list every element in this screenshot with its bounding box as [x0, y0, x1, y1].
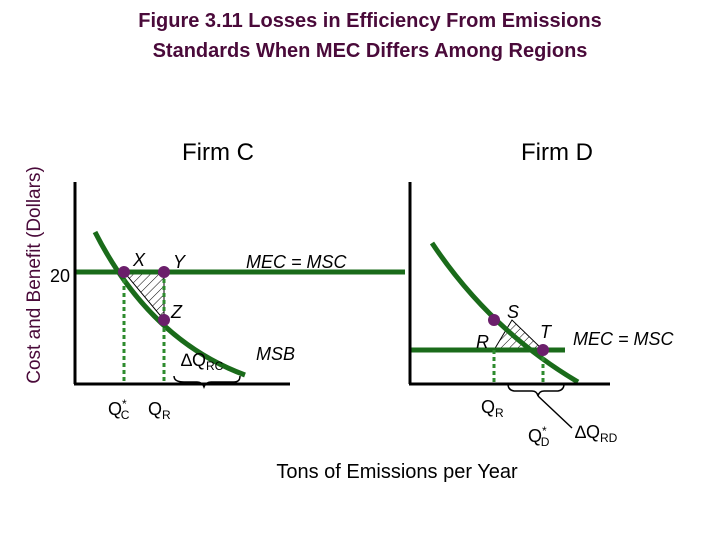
firm-d-point-s-label: S	[507, 302, 519, 322]
firm-c-point-z-dot	[158, 314, 170, 326]
firm-d-mec-label: MEC = MSC	[573, 329, 675, 349]
firm-c-delta-q-brace	[173, 375, 241, 390]
firm-c-q-star-label: Q* C	[108, 397, 130, 422]
firm-c-price-tick: 20	[50, 266, 70, 286]
firm-c-deadweight-triangle	[122, 271, 165, 322]
firm-c-q-r-label: QR	[148, 399, 171, 422]
y-axis-label: Cost and Benefit (Dollars)	[24, 166, 45, 384]
firm-d-label: Firm D	[521, 139, 593, 166]
firm-d-point-t-label: T	[540, 322, 553, 342]
firm-c-mec-label: MEC = MSC	[246, 252, 348, 272]
firm-d-msb-curve	[429, 241, 580, 385]
figure-title-line-1: Figure 3.11 Losses in Efficiency From Em…	[138, 10, 602, 32]
firm-d-q-star-label: Q* D	[528, 424, 550, 449]
firm-d-point-t-dot	[537, 344, 549, 356]
firm-c-point-z-label: Z	[170, 302, 183, 322]
x-axis-label: Tons of Emissions per Year	[276, 461, 518, 483]
figure-title: Figure 3.11 Losses in Efficiency From Em…	[60, 6, 680, 66]
firm-d-point-r-label: R	[476, 332, 489, 352]
firm-d-delta-q-brace	[507, 383, 565, 397]
firm-d-point-s-dot	[488, 314, 500, 326]
firm-d-delta-q-label: ∆QRD	[575, 422, 618, 445]
firm-c-msb-label: MSB	[256, 344, 295, 364]
firm-c-point-y-dot	[158, 266, 170, 278]
figure-title-line-2: Standards When MEC Differs Among Regions	[152, 40, 588, 62]
firm-d-q-r-label: QR	[481, 397, 504, 420]
firm-c-delta-q-label: ∆QRC	[181, 350, 224, 373]
firm-c-label: Firm C	[182, 139, 254, 166]
firm-d-delta-q-pointer	[537, 395, 573, 429]
firm-c-point-x-label: X	[132, 250, 146, 270]
firm-c-msb-curve	[92, 230, 246, 378]
firm-c-point-x-dot	[118, 266, 130, 278]
firm-c-point-y-label: Y	[173, 252, 187, 272]
